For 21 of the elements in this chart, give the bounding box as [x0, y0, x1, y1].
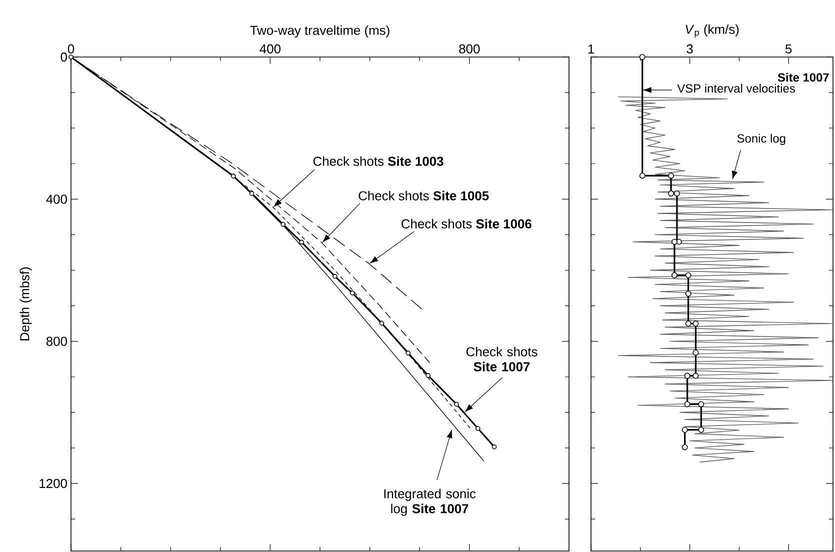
x-tick-label: 400 — [260, 44, 281, 54]
y-tick-label: 800 — [46, 336, 67, 346]
x-tick-label: 0 — [68, 44, 74, 54]
annotation: Check shots Site 1007 — [466, 346, 538, 372]
x-tick-label: 1 — [588, 44, 594, 54]
x-axis-title: V$_{p}$ (km/s) — [686, 24, 739, 38]
annotation: Check shots Site 1006 — [402, 218, 532, 228]
annotation: Sonic log — [737, 134, 786, 146]
y-tick-label: 0 — [60, 52, 67, 62]
annotation: VSP interval velocities — [677, 84, 795, 93]
x-axis-title: Two-way traveltime (ms) — [250, 25, 390, 38]
y-tick-label: 400 — [46, 194, 67, 204]
x-tick-label: 3 — [686, 44, 693, 54]
x-tick-label: 800 — [459, 44, 480, 54]
annotation: Integrated sonic log Site 1007 — [384, 488, 476, 516]
annotation: Check shots Site 1003 — [313, 156, 444, 166]
annotation: Check shots Site 1005 — [358, 190, 489, 200]
annotation: Site 1007 — [778, 72, 829, 82]
y-axis-title: Depth (mbsf) — [20, 267, 32, 340]
x-tick-label: 5 — [785, 44, 792, 54]
y-tick-label: 1200 — [40, 478, 67, 488]
